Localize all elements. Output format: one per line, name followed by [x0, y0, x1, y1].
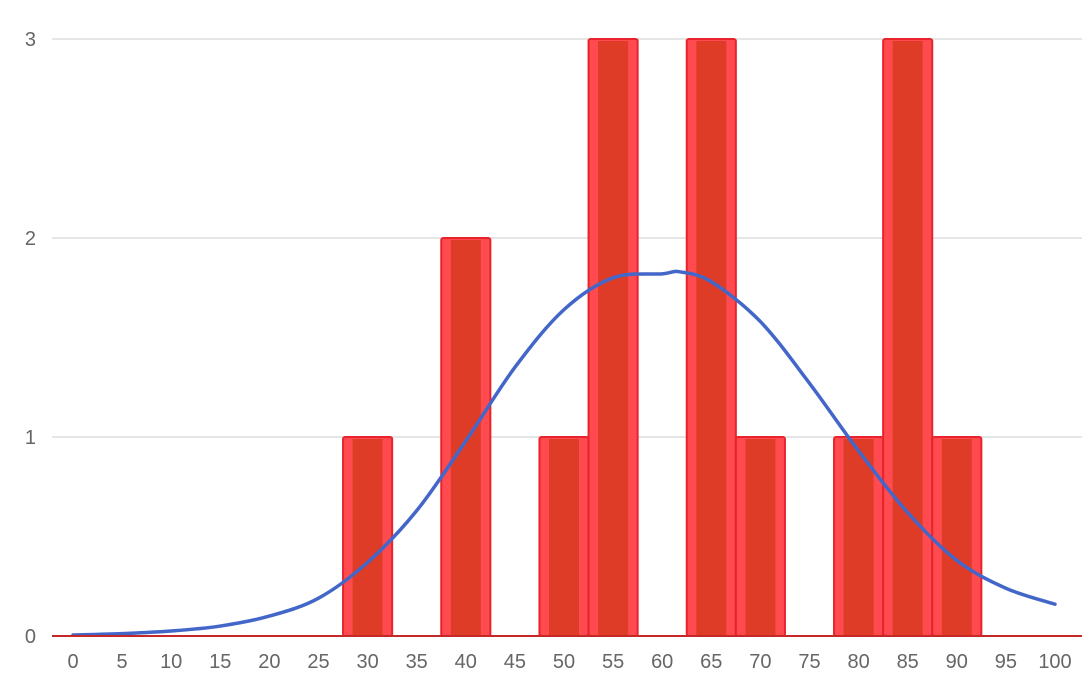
x-tick-label-15: 15 — [209, 651, 231, 673]
y-tick-label-3: 3 — [25, 29, 36, 51]
bar-inner — [352, 439, 383, 636]
distribution-curve-layer — [71, 269, 1057, 637]
bar-inner — [941, 439, 972, 636]
x-tick-label-50: 50 — [553, 651, 575, 673]
histogram-bar-50 — [538, 436, 590, 637]
x-tick-label-35: 35 — [406, 651, 428, 673]
normal-distribution-curve — [71, 269, 1057, 637]
histogram-bars — [342, 38, 983, 637]
x-tick-label-85: 85 — [897, 651, 919, 673]
x-tick-label-0: 0 — [67, 651, 78, 673]
histogram-bar-65 — [685, 38, 737, 637]
x-tick-label-5: 5 — [117, 651, 128, 673]
bar-inner — [696, 41, 727, 636]
x-tick-label-55: 55 — [602, 651, 624, 673]
x-tick-label-45: 45 — [504, 651, 526, 673]
histogram-bar-90 — [931, 436, 983, 637]
y-tick-label-2: 2 — [25, 228, 36, 250]
bar-inner — [843, 439, 874, 636]
x-tick-label-75: 75 — [798, 651, 820, 673]
histogram-bar-85 — [882, 38, 934, 637]
x-axis-tick-labels: 0 5 10 15 20 25 30 35 40 45 50 55 60 65 70 75 80 85 90 95 10… — [67, 651, 1071, 673]
x-tick-label-60: 60 — [651, 651, 673, 673]
x-tick-label-70: 70 — [749, 651, 771, 673]
histogram-bar-70 — [734, 436, 786, 637]
histogram-bar-40 — [440, 237, 492, 637]
x-tick-label-90: 90 — [946, 651, 968, 673]
x-tick-label-80: 80 — [847, 651, 869, 673]
x-tick-label-30: 30 — [356, 651, 378, 673]
histogram-bar-30 — [342, 436, 394, 637]
x-tick-label-40: 40 — [455, 651, 477, 673]
x-tick-label-20: 20 — [258, 651, 280, 673]
bar-inner — [549, 439, 579, 636]
bar-inner — [745, 439, 776, 636]
y-axis-tick-labels: 0 1 2 3 — [25, 29, 36, 648]
histogram-bar-55 — [587, 38, 639, 637]
y-tick-label-1: 1 — [25, 427, 36, 449]
x-tick-label-95: 95 — [995, 651, 1017, 673]
y-tick-label-0: 0 — [25, 626, 36, 648]
bar-inner — [598, 41, 629, 636]
histogram-bar-80 — [833, 436, 885, 637]
bar-inner — [892, 41, 923, 636]
x-tick-label-25: 25 — [307, 651, 329, 673]
x-tick-label-10: 10 — [160, 651, 182, 673]
x-tick-label-100: 100 — [1038, 651, 1071, 673]
x-tick-label-65: 65 — [700, 651, 722, 673]
